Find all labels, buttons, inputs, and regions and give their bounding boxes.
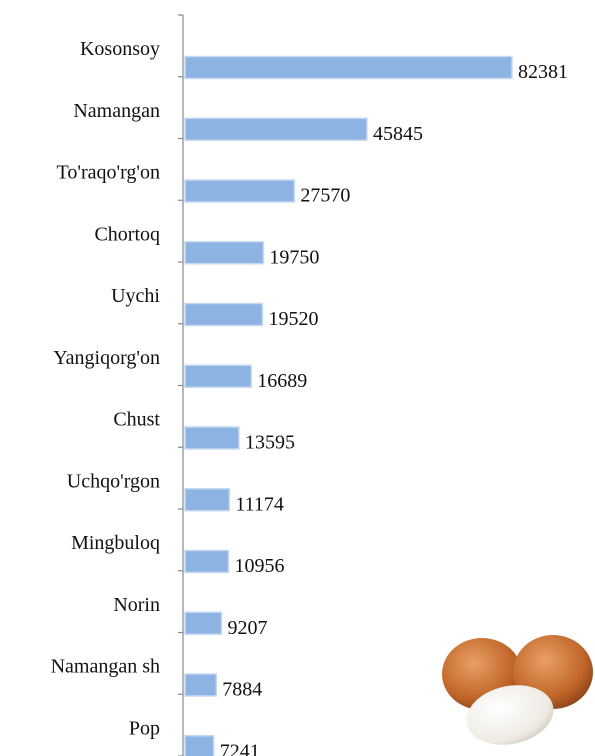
category-label: Yangiqorg'on: [53, 347, 160, 369]
bar: [184, 302, 264, 327]
category-label: Chortoq: [94, 223, 160, 245]
category-label: Kosonsoy: [80, 38, 160, 60]
value-label: 7241: [220, 740, 260, 756]
category-label: Uchqo'rgon: [67, 470, 160, 492]
value-label: 82381: [518, 61, 568, 83]
value-label: 19750: [269, 246, 319, 268]
category-label: Norin: [113, 594, 160, 616]
value-label: 11174: [235, 493, 284, 515]
value-label: 19520: [268, 308, 318, 330]
bar: [184, 240, 265, 265]
bar: [184, 487, 231, 512]
bar: [184, 673, 218, 697]
value-label: 13595: [245, 432, 295, 454]
bar: [184, 55, 513, 80]
value-label: 27570: [300, 185, 350, 207]
bar: [184, 549, 230, 574]
category-label: Mingbuloq: [71, 532, 160, 554]
category-label: Namangan sh: [51, 656, 160, 678]
value-label: 7884: [222, 679, 262, 701]
bar: [184, 611, 223, 635]
value-label: 9207: [228, 617, 268, 639]
value-label: 16689: [257, 370, 307, 392]
egg: [466, 685, 554, 745]
bar: [184, 117, 368, 141]
category-label: Chust: [113, 409, 160, 431]
value-label: 10956: [234, 555, 284, 577]
category-label: To'raqo'rg'on: [57, 162, 160, 184]
bar: [184, 734, 215, 756]
category-label: Uychi: [111, 285, 160, 307]
eggs-illustration: [442, 635, 593, 745]
category-label: Namangan: [73, 100, 160, 122]
bar: [184, 364, 252, 388]
category-label: Pop: [129, 717, 160, 739]
bar: [184, 426, 240, 450]
value-label: 45845: [373, 123, 423, 145]
bar: [184, 179, 296, 203]
